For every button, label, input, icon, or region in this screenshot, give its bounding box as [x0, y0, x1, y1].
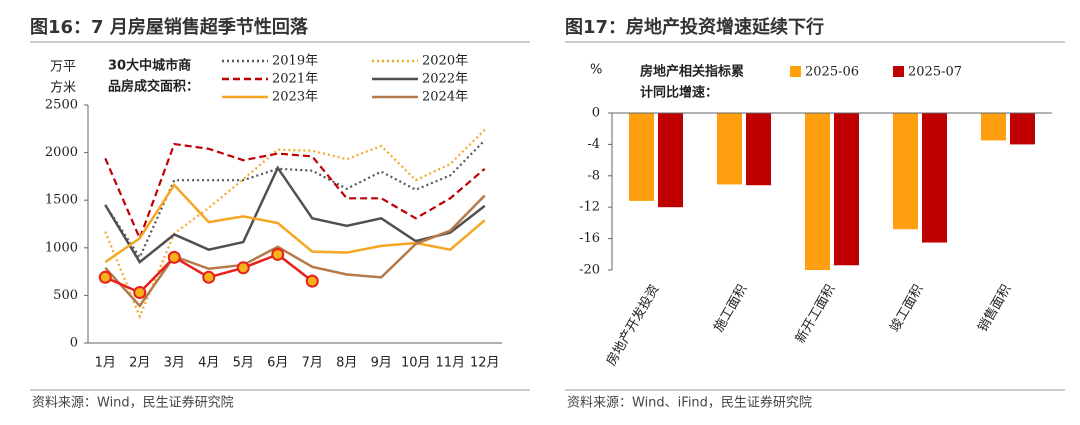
x-tick-label: 销售面积: [975, 282, 1015, 335]
x-tick-label: 新开工面积: [792, 282, 838, 346]
legend-title: 计同比增速：: [640, 85, 718, 101]
y-tick-label: 2500: [45, 98, 78, 113]
point: [305, 274, 319, 288]
legend-label: 2019年: [272, 54, 318, 69]
point: [271, 247, 285, 261]
legend-label: 2020年: [422, 54, 468, 69]
point: [236, 261, 250, 275]
y-tick-label: 2000: [45, 145, 78, 160]
legend-swatch: [790, 66, 801, 77]
series-line: [104, 142, 486, 242]
bar: [981, 113, 1006, 141]
y-axis-label: 万平: [50, 60, 76, 75]
x-tick-label: 4月: [198, 356, 219, 371]
legend-label: 2024年: [422, 90, 468, 105]
x-tick-label: 3月: [164, 356, 185, 371]
x-tick-label: 房地产开发投资: [603, 282, 662, 369]
bar: [717, 113, 742, 185]
legend-title: 品房成交面积：: [108, 79, 199, 95]
x-tick-label: 1月: [95, 356, 116, 371]
x-tick-label: 10月: [401, 356, 431, 371]
bar: [922, 113, 947, 243]
y-tick-label: -16: [579, 231, 600, 246]
y-tick-label: 0: [70, 336, 78, 351]
y-tick-label: 0: [592, 106, 600, 121]
point: [133, 286, 147, 300]
legend-label: 2025-06: [805, 65, 859, 80]
y-tick-label: 1500: [45, 193, 78, 208]
bar: [746, 113, 771, 186]
x-tick-label: 12月: [470, 356, 500, 371]
source: 资料来源：Wind、iFind，民生证券研究院: [567, 395, 812, 411]
y-tick-label: -12: [579, 200, 600, 215]
legend-title: 房地产相关指标累: [640, 64, 744, 80]
x-tick-label: 9月: [371, 356, 392, 371]
x-tick-label: 6月: [267, 356, 288, 371]
y-tick-label: 1000: [45, 240, 78, 255]
x-tick-label: 竣工面积: [887, 282, 926, 335]
point: [202, 270, 216, 284]
y-tick-label: -20: [579, 263, 600, 278]
bar: [834, 113, 859, 266]
x-tick-label: 8月: [336, 356, 357, 371]
legend-label: 2022年: [422, 72, 468, 87]
x-tick-label: 11月: [435, 356, 465, 371]
y-axis-label: %: [590, 63, 602, 78]
bar: [893, 113, 918, 230]
bar: [658, 113, 683, 208]
bar: [1010, 113, 1035, 145]
series-line: [104, 194, 486, 308]
point: [167, 250, 181, 264]
source: 资料来源：Wind，民生证券研究院: [32, 395, 234, 411]
bar: [629, 113, 654, 201]
x-tick-label: 2月: [129, 356, 150, 371]
chart-title: 图17：房地产投资增速延续下行: [565, 16, 824, 38]
y-tick-label: 500: [53, 288, 78, 303]
legend-label: 2021年: [272, 72, 318, 87]
y-axis-label: 方米: [50, 80, 76, 96]
series-line: [104, 128, 486, 320]
y-tick-label: -8: [587, 168, 600, 183]
legend-label: 2025-07: [908, 65, 962, 80]
chart-title: 图16：7 月房屋销售超季节性回落: [30, 16, 309, 38]
y-tick-label: -4: [587, 137, 600, 152]
series-line: [104, 165, 486, 264]
point: [98, 270, 112, 284]
legend-title: 30大中城市商: [108, 58, 191, 74]
bar: [805, 113, 830, 270]
series-line: [104, 182, 486, 264]
legend-swatch: [893, 66, 904, 77]
x-tick-label: 施工面积: [711, 282, 750, 335]
legend-label: 2023年: [272, 90, 318, 105]
x-tick-label: 5月: [233, 356, 254, 371]
x-tick-label: 7月: [302, 356, 323, 371]
